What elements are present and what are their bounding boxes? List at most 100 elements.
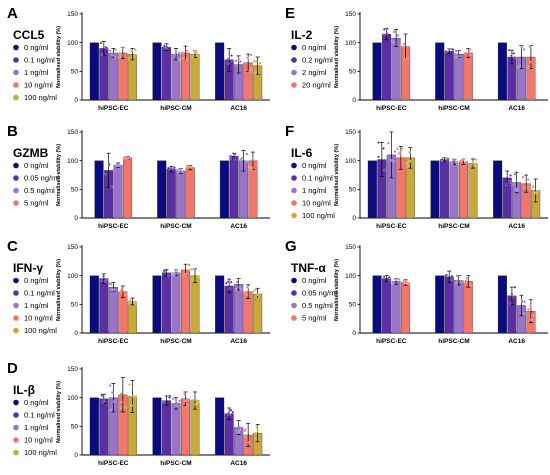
legend-label: 0 ng/ml — [24, 161, 49, 170]
data-point — [235, 280, 239, 284]
y-tick-label: 150 — [67, 11, 78, 18]
data-point — [391, 281, 394, 284]
data-point — [195, 53, 199, 56]
legend-label: 0.05 ng/ml — [24, 174, 59, 183]
data-point — [254, 437, 257, 441]
data-point — [526, 186, 530, 189]
bar — [444, 51, 454, 101]
y-tick-label: 0 — [352, 215, 356, 222]
bar — [444, 276, 454, 334]
data-point — [256, 297, 260, 301]
legend-label: 1 ng/ml — [24, 68, 49, 77]
data-point — [402, 42, 406, 46]
panel-title: GZMB — [13, 146, 49, 160]
data-point — [130, 49, 133, 53]
data-point — [175, 168, 179, 172]
data-point — [134, 395, 138, 398]
data-point — [233, 152, 237, 156]
bar — [161, 272, 171, 334]
data-point — [515, 187, 519, 191]
data-point — [178, 167, 181, 171]
data-point — [444, 50, 448, 53]
data-point — [119, 392, 123, 395]
bar — [454, 53, 464, 101]
x-category-label: hiPSC-EC — [376, 338, 407, 345]
data-point — [236, 430, 240, 433]
data-point — [195, 399, 198, 402]
y-axis-label: Normalised viability (%) — [56, 259, 62, 321]
data-point — [512, 295, 515, 299]
data-point — [240, 156, 244, 160]
data-point — [173, 166, 176, 169]
data-point — [177, 58, 181, 61]
data-point — [105, 46, 109, 50]
data-point — [238, 425, 241, 429]
legend-label: 0.5 ng/ml — [302, 301, 333, 310]
legend-label: 0 ng/ml — [24, 276, 49, 285]
data-point — [120, 400, 123, 404]
data-point — [180, 170, 184, 174]
data-point — [526, 178, 530, 181]
y-tick-label: 150 — [67, 244, 78, 251]
data-point — [455, 279, 459, 282]
legend-marker — [291, 315, 297, 321]
data-point — [238, 428, 241, 432]
bar — [99, 398, 109, 456]
legend-label: 0.1 ng/ml — [302, 174, 333, 183]
data-point — [507, 48, 511, 52]
data-point — [178, 399, 181, 403]
data-point — [238, 285, 242, 289]
data-point — [194, 403, 198, 406]
data-point — [387, 141, 390, 145]
bar — [99, 278, 109, 334]
data-point — [406, 57, 409, 61]
y-tick-label: 50 — [349, 69, 357, 76]
y-tick-label: 150 — [345, 129, 356, 136]
data-point — [253, 71, 257, 75]
data-point — [446, 157, 450, 161]
legend-label: 10 ng/ml — [24, 436, 53, 445]
data-point — [185, 49, 189, 53]
data-point — [102, 399, 106, 402]
data-point — [182, 57, 185, 60]
data-point — [464, 279, 468, 283]
legend-label: 1 ng/ml — [302, 186, 327, 195]
bar — [382, 33, 392, 101]
x-category-label: AC16 — [230, 460, 247, 467]
data-point — [383, 28, 386, 31]
data-point — [460, 279, 463, 283]
data-point — [118, 51, 122, 55]
bar — [391, 281, 401, 334]
data-point — [456, 55, 460, 58]
data-point — [234, 63, 238, 67]
data-point — [100, 53, 104, 56]
x-category-label: hiPSC-CM — [160, 460, 191, 467]
data-point — [162, 400, 166, 403]
data-point — [228, 287, 232, 290]
data-point — [239, 288, 243, 291]
bar — [152, 275, 162, 334]
bar — [108, 286, 118, 334]
bar — [166, 169, 176, 219]
legend-label: 100 ng/ml — [24, 93, 57, 102]
data-point — [255, 426, 259, 429]
legend-marker — [13, 277, 19, 284]
panel-c: C IFN-γ0 ng/ml 0.1 ng/ml 1 ng/ml 10 ng/ml 100… — [7, 238, 270, 345]
bar — [430, 160, 440, 219]
legend: 0 ng/ml 0.05 ng/ml 0.5 ng/ml 5 ng/ml — [13, 161, 59, 208]
bar — [463, 281, 473, 334]
panel-letter: D — [7, 360, 18, 377]
legend-label: 0.5 ng/ml — [24, 186, 55, 195]
data-point — [520, 45, 523, 49]
data-point — [528, 60, 532, 64]
panel-letter: G — [285, 238, 297, 255]
x-category-label: hiPSC-EC — [376, 223, 407, 230]
legend-marker — [13, 175, 19, 181]
data-point — [164, 47, 168, 51]
data-point — [119, 406, 123, 409]
legend-label: 0.1 ng/ml — [24, 411, 55, 420]
legend-marker — [291, 82, 297, 88]
data-point — [168, 394, 172, 398]
data-point — [188, 165, 191, 169]
data-point — [167, 166, 170, 170]
